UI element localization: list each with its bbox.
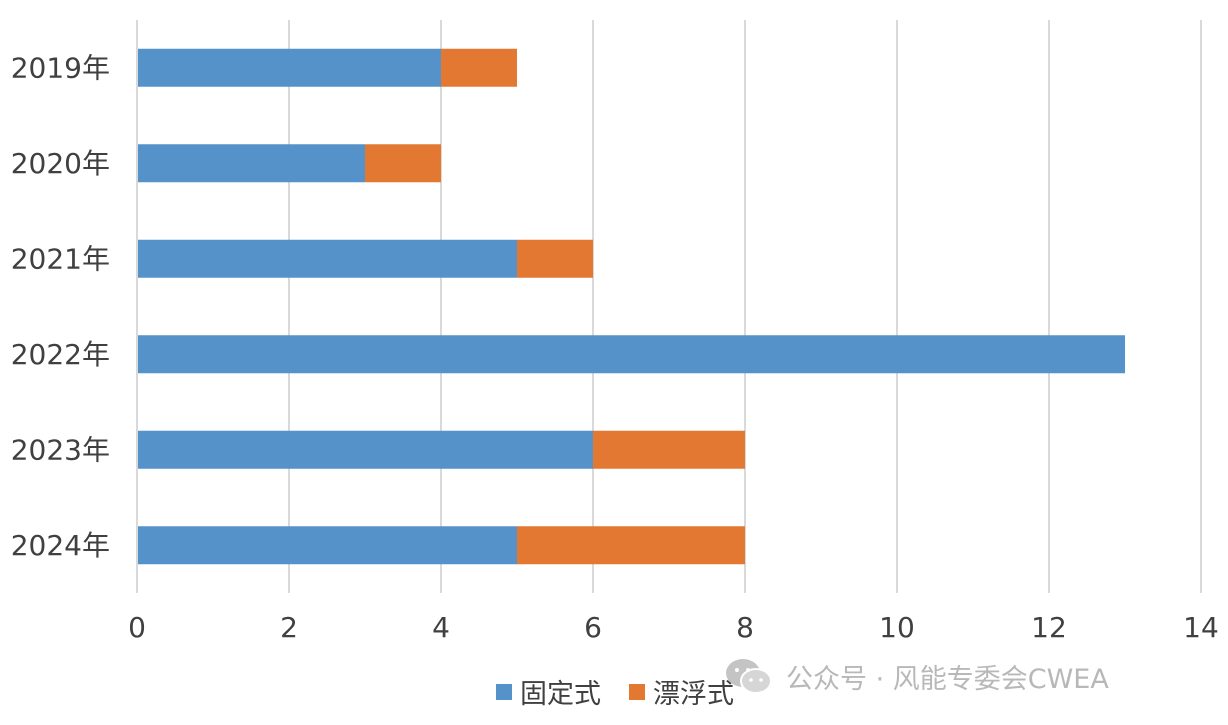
legend-label-fixed: 固定式 (520, 679, 601, 710)
category-label-1: 2020年 (11, 147, 110, 180)
x-tick-label-2: 4 (432, 611, 450, 644)
watermark-text: 公众号 · 风能专委会CWEA (786, 663, 1109, 695)
legend-item-fixed: 固定式 (496, 672, 601, 711)
category-label-5: 2024年 (11, 529, 110, 562)
legend-label-floating: 漂浮式 (653, 679, 734, 710)
legend-swatch-floating (629, 683, 645, 700)
watermark: 公众号 · 风能专委会CWEA (724, 656, 1109, 696)
bar-floating-2 (517, 239, 593, 278)
x-tick-label-3: 6 (584, 611, 602, 644)
legend-item-floating: 漂浮式 (629, 672, 734, 711)
bar-fixed-5 (137, 526, 517, 565)
bar-fixed-3 (137, 335, 1125, 374)
bar-floating-4 (593, 430, 745, 469)
category-label-3: 2022年 (11, 338, 110, 371)
bar-fixed-2 (137, 239, 517, 278)
category-label-2: 2021年 (11, 242, 110, 275)
bar-floating-0 (441, 48, 517, 87)
bar-floating-5 (517, 526, 745, 565)
category-label-4: 2023年 (11, 433, 110, 466)
x-tick-label-0: 0 (128, 611, 146, 644)
x-tick-label-7: 14 (1183, 611, 1219, 644)
category-label-0: 2019年 (11, 51, 110, 84)
x-tick-label-4: 8 (736, 611, 754, 644)
x-tick-label-5: 10 (879, 611, 915, 644)
wechat-icon (726, 659, 772, 694)
x-tick-label-1: 2 (280, 611, 298, 644)
bar-floating-1 (365, 144, 441, 183)
bar-fixed-0 (137, 48, 441, 87)
legend: 固定式 漂浮式 (496, 672, 762, 711)
bar-fixed-4 (137, 430, 593, 469)
bar-fixed-1 (137, 144, 365, 183)
legend-swatch-fixed (496, 683, 512, 700)
x-tick-label-6: 12 (1031, 611, 1067, 644)
